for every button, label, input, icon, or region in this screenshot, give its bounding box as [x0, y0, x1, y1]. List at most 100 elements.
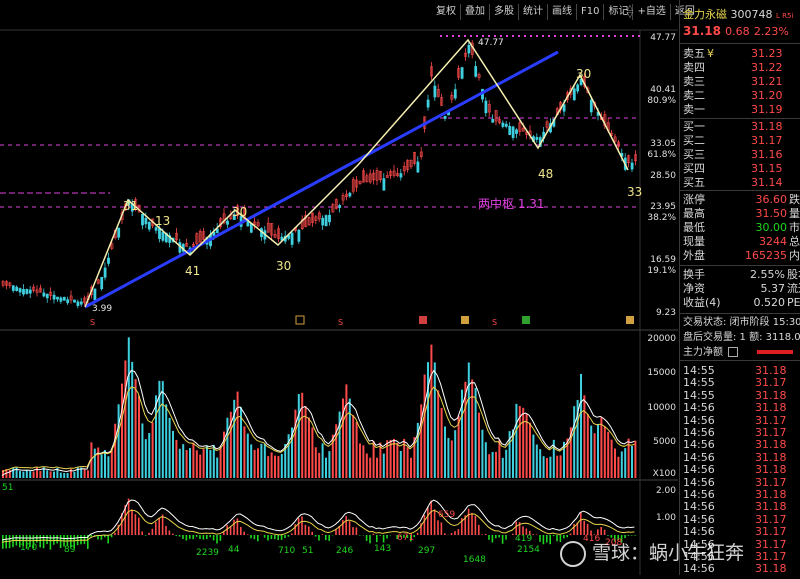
macd-bar	[179, 535, 181, 537]
macd-bar	[383, 535, 385, 543]
macd-value-label: 246	[336, 546, 353, 556]
macd-bar	[182, 535, 184, 539]
macd-bar	[281, 535, 283, 540]
event-mark[interactable]: S	[492, 318, 497, 327]
wave-point-label: 47.77	[478, 38, 504, 48]
volume-bar	[481, 430, 483, 478]
macd-bar	[145, 535, 147, 536]
candle-body	[536, 137, 538, 139]
volume-bar	[560, 455, 562, 478]
stat-label: 最低	[683, 221, 705, 234]
macd-bar	[128, 499, 130, 535]
tick-price: 31.18	[755, 451, 787, 464]
macd-bar	[444, 533, 446, 535]
volume-bar	[549, 457, 551, 478]
wave-point-label: 48	[538, 167, 553, 181]
macd-bar	[60, 535, 62, 548]
dropdown-icon[interactable]	[728, 347, 738, 357]
event-finance-icon[interactable]	[626, 316, 634, 324]
macd-bar	[284, 535, 286, 538]
volume-axis-label: X100	[653, 469, 677, 479]
volume-bar	[318, 453, 320, 478]
macd-bar	[305, 525, 307, 535]
macd-bar	[437, 520, 439, 535]
volume-bar	[199, 455, 201, 478]
macd-bar	[546, 535, 548, 542]
volume-bar	[84, 469, 86, 478]
stat-value: 31.50	[733, 207, 787, 220]
macd-bar	[345, 516, 347, 535]
kline-chart-area[interactable]: 47.77 40.41 80.9% 33.05 61.8% 28.50 23.9…	[0, 0, 678, 575]
candle-body	[43, 293, 45, 296]
tick-price: 31.18	[755, 438, 787, 451]
macd-value-label: 297	[418, 546, 435, 556]
macd-bar	[505, 535, 507, 540]
volume-bar	[97, 447, 99, 478]
volume-bar	[447, 438, 449, 478]
macd-bar	[604, 530, 606, 535]
macd-value-label: 170	[20, 543, 37, 553]
macd-bar	[233, 520, 235, 535]
price-axis-label: 16.59	[650, 255, 676, 265]
tick-price: 31.17	[755, 525, 787, 538]
divider	[680, 313, 800, 314]
volume-bar	[475, 388, 477, 478]
volume-bar	[369, 458, 371, 478]
event-box-icon[interactable]	[296, 316, 304, 324]
candle-body	[226, 221, 228, 224]
macd-bar	[277, 535, 279, 540]
volume-bar	[19, 471, 21, 478]
volume-bar	[488, 454, 490, 478]
macd-value-label: 419	[515, 534, 532, 544]
stock-code: 300748	[731, 8, 773, 21]
volume-bar	[546, 458, 548, 478]
sell-level-price: 31.20	[751, 89, 783, 102]
volume-bar	[617, 457, 619, 478]
candle-body	[444, 116, 446, 118]
price-axis-label: 23.95	[650, 202, 676, 212]
event-rise-icon[interactable]	[419, 316, 427, 324]
candle-body	[298, 230, 300, 241]
tick-price: 31.17	[755, 513, 787, 526]
buy-level-price: 31.15	[751, 162, 783, 175]
volume-bar	[522, 408, 524, 478]
buy-level-price: 31.14	[751, 176, 783, 189]
tick-price: 31.17	[755, 476, 787, 489]
macd-bar	[315, 535, 317, 537]
volume-bar	[131, 362, 133, 478]
macd-bar	[165, 526, 167, 535]
price-axis-label: 19.1%	[647, 266, 676, 276]
tick-price: 31.18	[755, 463, 787, 476]
macd-bar	[206, 535, 208, 539]
event-rank-icon[interactable]	[461, 316, 469, 324]
macd-bar	[135, 514, 137, 535]
macd-bar	[566, 535, 568, 537]
macd-bar	[264, 535, 266, 538]
divider	[680, 118, 800, 119]
wave-point-label: 3.99	[92, 304, 112, 314]
macd-bar	[359, 535, 361, 536]
tick-time: 14:56	[683, 488, 715, 501]
macd-bar	[328, 535, 330, 541]
volume-bar	[328, 451, 330, 478]
event-reduce-icon[interactable]	[522, 316, 530, 324]
event-mark[interactable]: S	[90, 318, 95, 327]
volume-bar	[46, 470, 48, 478]
stat-extra-label: 流通	[787, 282, 800, 295]
volume-bar	[118, 404, 120, 478]
current-price: 31.18	[683, 24, 721, 38]
macd-bar	[192, 535, 194, 539]
macd-bar	[43, 535, 45, 548]
event-mark[interactable]: S	[338, 318, 343, 327]
macd-bar	[634, 535, 636, 536]
macd-bar	[36, 535, 38, 543]
sell-level-price: 31.22	[751, 61, 783, 74]
candle-body	[148, 222, 150, 229]
stat-label: 最高	[683, 207, 705, 220]
candle-body	[104, 268, 106, 277]
volume-bar	[274, 456, 276, 478]
macd-bar	[226, 525, 228, 535]
volume-bar	[121, 384, 123, 478]
